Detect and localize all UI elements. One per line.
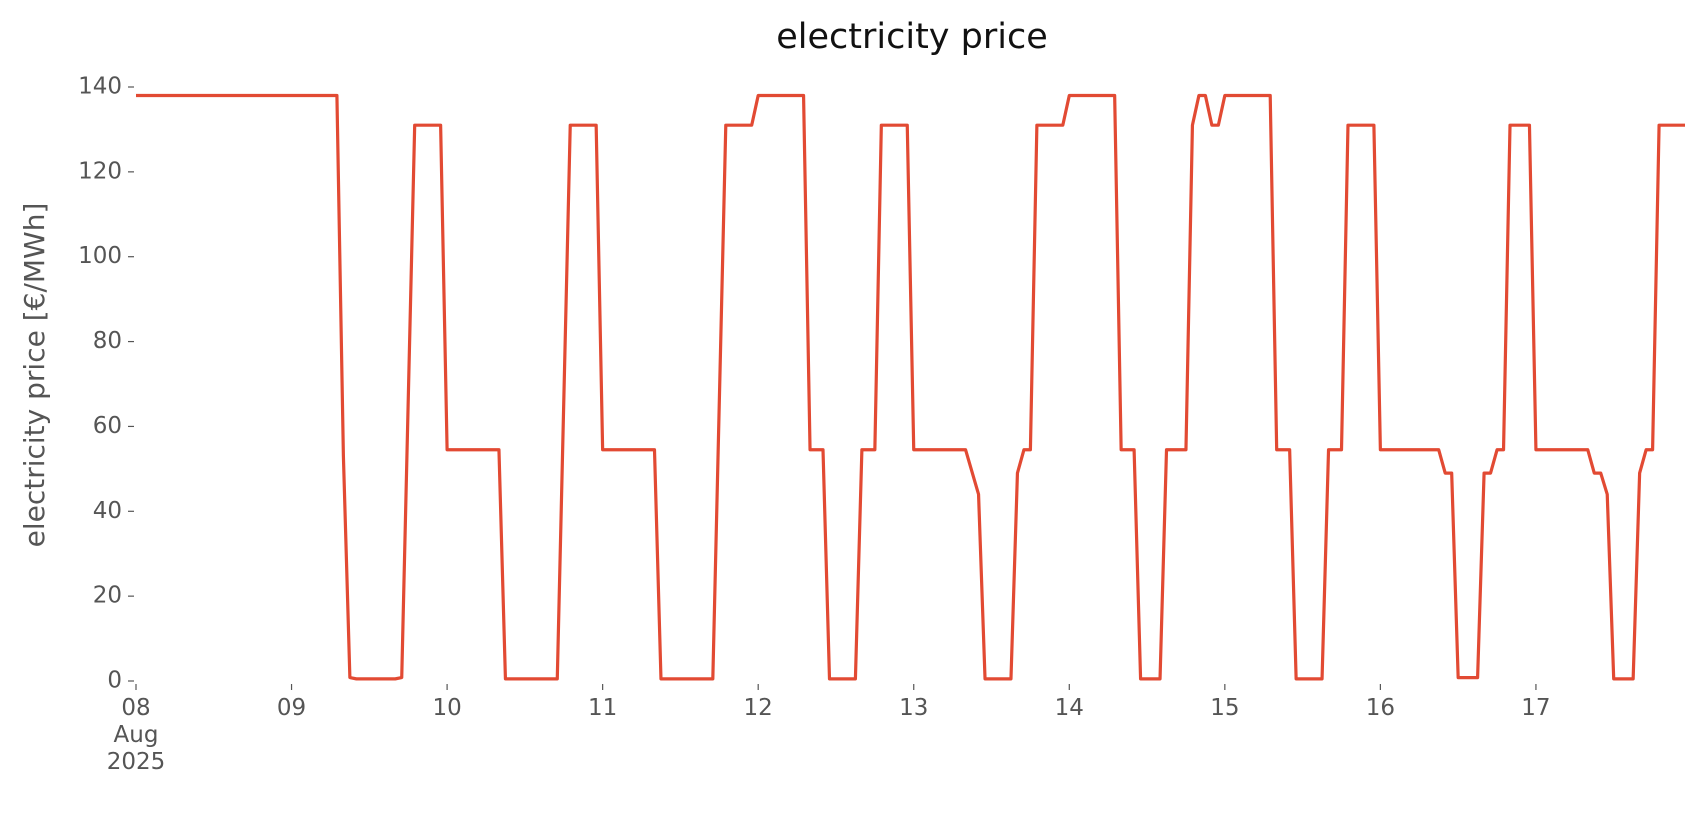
x-tick-label: 14 — [1054, 695, 1084, 721]
y-tick-label: 140 — [78, 74, 122, 100]
x-tick-label: 10 — [432, 695, 462, 721]
x-tick-label: 11 — [588, 695, 618, 721]
y-tick-label: 100 — [78, 243, 122, 269]
y-tick-label: 0 — [107, 668, 122, 694]
x-tick-label: 16 — [1365, 695, 1396, 721]
y-tick-label: 60 — [93, 413, 122, 439]
price-line — [136, 93, 1685, 681]
y-tick-label: 80 — [93, 328, 122, 354]
y-tick-label: 20 — [93, 583, 122, 609]
y-tick-label: 40 — [93, 498, 122, 524]
x-tick-label: 17 — [1521, 695, 1551, 721]
x-tick-label: 09 — [276, 695, 307, 721]
y-tick-label: 120 — [78, 158, 122, 184]
x-tick-label: 08 Aug 2025 — [106, 695, 166, 775]
x-tick-label: 15 — [1210, 695, 1240, 721]
x-tick-label: 13 — [899, 695, 929, 721]
chart-title: electricity price — [776, 17, 1048, 57]
y-axis-label: electricity price [€/MWh] — [18, 203, 51, 548]
x-tick-label: 12 — [743, 695, 773, 721]
